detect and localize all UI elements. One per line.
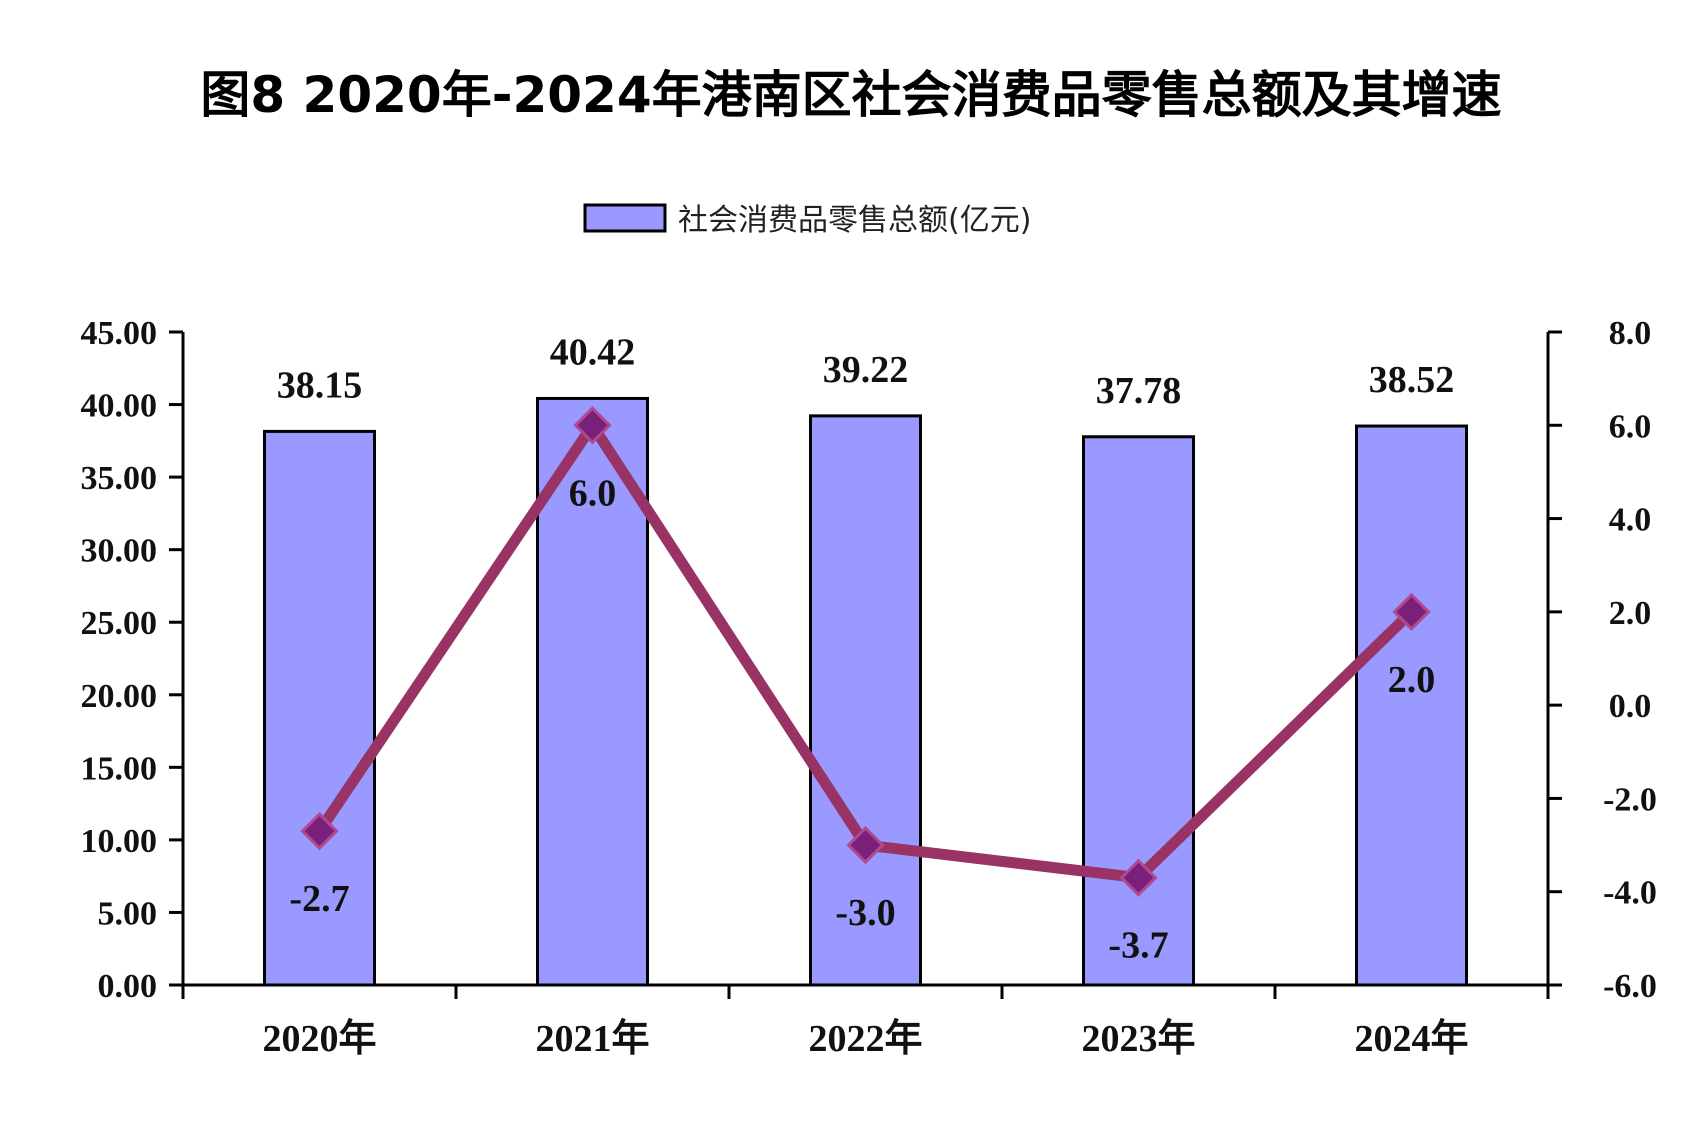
x-tick-label: 2020年	[262, 1018, 376, 1060]
x-tick-label: 2021年	[535, 1018, 649, 1060]
bar	[1082, 435, 1195, 987]
x-tick-label: 2022年	[808, 1018, 922, 1060]
growth-marker	[846, 825, 885, 865]
bar	[263, 429, 376, 987]
growth-value-label: 6.0	[569, 472, 617, 514]
growth-value-label: 2.0	[1388, 659, 1436, 701]
growth-marker	[573, 406, 612, 445]
x-tick-label: 2024年	[1354, 1018, 1468, 1060]
legend: 社会消费品零售总额(亿元)	[583, 203, 1031, 238]
growth-value-label: -3.0	[835, 892, 895, 934]
left-tick-label: 35.00	[81, 460, 158, 497]
growth-marker	[300, 811, 339, 851]
left-tick-label: 5.00	[98, 895, 158, 932]
right-tick-label: 4.0	[1609, 502, 1652, 539]
left-tick-label: 15.00	[81, 750, 158, 787]
bar	[536, 396, 649, 987]
right-tick-label: 2.0	[1609, 595, 1652, 632]
left-tick-label: 25.00	[81, 605, 158, 642]
growth-marker	[1119, 858, 1158, 897]
plot-area: 0.00 5.00 10.00 15.00 20.00 25.00 30.00 35.00 40…	[81, 315, 1657, 1060]
right-tick-label: 6.0	[1609, 408, 1652, 445]
left-tick-label: 0.00	[98, 968, 158, 1005]
bar-value-label: 37.78	[1096, 370, 1182, 412]
left-tick-label: 10.00	[81, 823, 158, 860]
left-tick-label: 30.00	[81, 533, 158, 570]
left-tick-label: 40.00	[81, 388, 158, 425]
growth-value-label: -2.7	[289, 878, 349, 920]
right-tick-label: -6.0	[1603, 968, 1657, 1005]
growth-value-label: -3.7	[1108, 925, 1168, 967]
bar-value-label: 38.15	[277, 364, 363, 406]
growth-marker	[1392, 592, 1431, 631]
bar	[809, 414, 922, 987]
legend-label: 社会消费品零售总额(亿元)	[678, 203, 1031, 238]
left-tick-label: 20.00	[81, 678, 158, 715]
bar-value-label: 40.42	[550, 331, 636, 373]
bar-value-label: 38.52	[1369, 359, 1455, 401]
chart-title: 图8 2020年-2024年港南区社会消费品零售总额及其增速	[200, 66, 1501, 124]
x-tick-label: 2023年	[1081, 1018, 1195, 1060]
left-tick-label: 45.00	[81, 315, 158, 352]
right-tick-label: -2.0	[1603, 781, 1657, 818]
bar	[1355, 424, 1468, 987]
right-tick-label: -4.0	[1603, 875, 1657, 912]
bar-value-label: 39.22	[823, 349, 909, 391]
right-tick-label: 0.0	[1609, 688, 1652, 725]
legend-swatch	[583, 203, 667, 233]
right-tick-label: 8.0	[1609, 315, 1652, 352]
